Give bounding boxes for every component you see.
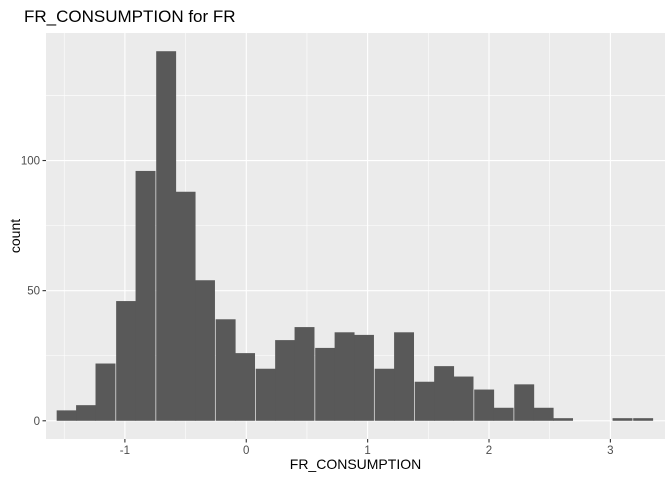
x-tick-label: -1	[120, 445, 130, 457]
histogram-bar	[135, 170, 156, 421]
histogram-bar	[156, 51, 177, 421]
histogram-bar	[612, 418, 633, 421]
histogram-bar	[434, 366, 455, 421]
x-tick-label: 0	[243, 445, 249, 457]
x-tick-label: 2	[486, 445, 492, 457]
chart-title: FR_CONSUMPTION for FR	[24, 7, 236, 26]
y-tick-label: 50	[27, 286, 40, 298]
y-tick-label: 0	[34, 416, 40, 428]
histogram-bar	[493, 407, 514, 421]
histogram-bar	[195, 280, 215, 421]
histogram-bar	[394, 332, 415, 421]
histogram-bar	[255, 368, 276, 421]
histogram-bar	[235, 353, 256, 421]
histogram-bar	[374, 368, 395, 421]
histogram-bar	[95, 363, 116, 421]
y-tick-label: 100	[21, 156, 40, 168]
histogram-bar	[315, 347, 336, 421]
histogram-bar	[275, 340, 296, 421]
histogram-bar	[175, 191, 196, 421]
histogram-bars	[56, 51, 654, 421]
histogram-bar	[553, 418, 574, 421]
histogram-bar	[514, 384, 535, 421]
histogram-bar	[453, 376, 474, 421]
x-axis-title: FR_CONSUMPTION	[290, 456, 421, 472]
y-axis: 0 50 100	[21, 156, 46, 428]
histogram-bar	[533, 407, 554, 421]
histogram-bar	[354, 334, 374, 421]
histogram-bar	[76, 405, 97, 421]
histogram-bar	[334, 332, 355, 421]
histogram-bar	[56, 410, 77, 421]
histogram-bar	[294, 327, 315, 421]
histogram-bar	[116, 301, 137, 421]
y-axis-title: count	[7, 219, 23, 253]
x-tick-label: 3	[607, 445, 613, 457]
histogram-bar	[633, 418, 654, 421]
histogram-bar	[215, 319, 236, 421]
x-axis: -1 0 1 2 3	[120, 439, 614, 457]
histogram-bar	[474, 389, 495, 421]
histogram-bar	[414, 381, 435, 421]
x-tick-label: 1	[364, 445, 370, 457]
